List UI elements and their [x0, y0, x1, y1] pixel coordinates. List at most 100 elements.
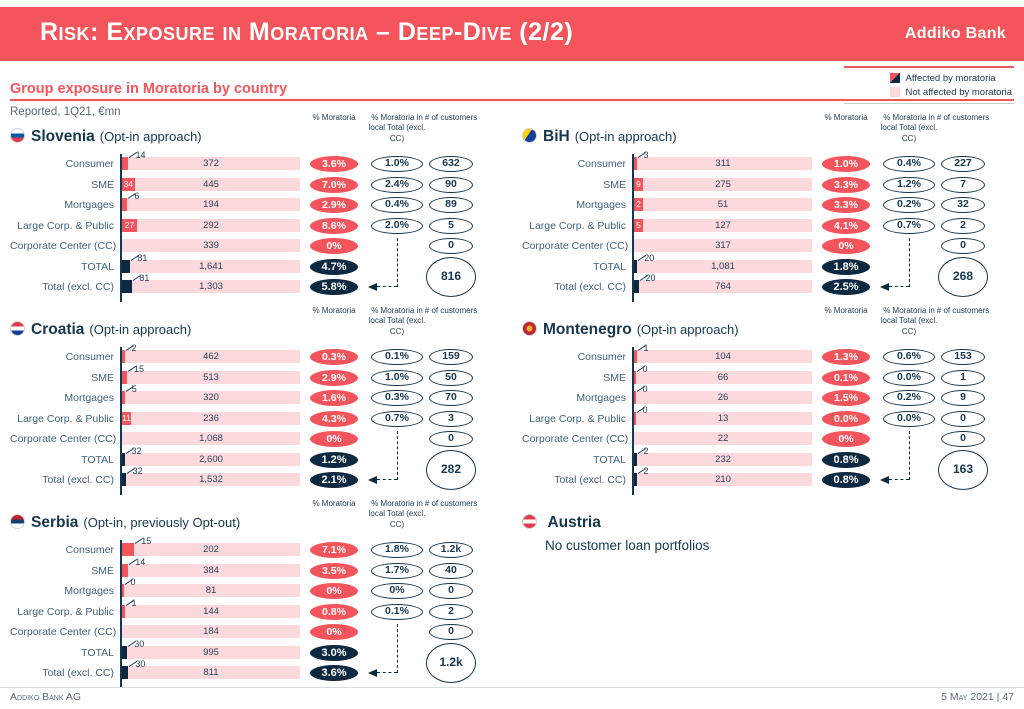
row-sme: SME 384 14 3.5% 1.7% 40	[10, 557, 502, 582]
bar-total	[634, 391, 812, 404]
customers-badge: 227	[941, 156, 985, 172]
row-mortgages: Mortgages 194 6 2.9% 0.4% 89	[10, 191, 502, 216]
customers-badge: 153	[941, 349, 985, 365]
bar-affected	[122, 198, 128, 211]
row-label: TOTAL	[81, 260, 114, 273]
pct-moratoria-badge: 7.0%	[310, 176, 358, 193]
col-header-customers: # of customers	[936, 306, 990, 315]
row-consumer: Consumer 462 2 0.3% 0.1% 159	[10, 343, 502, 368]
bar-total	[634, 157, 812, 170]
bar-affected	[122, 259, 131, 273]
bar-total	[634, 473, 812, 486]
pct-moratoria-badge: 0%	[310, 583, 358, 599]
country-approach: (Opt-in approach)	[636, 322, 739, 337]
bar-affected	[634, 473, 637, 486]
customers-badge: 0	[941, 238, 985, 254]
affected-value: 14	[135, 150, 146, 160]
bar-affected	[122, 280, 133, 293]
bar-affected	[634, 370, 636, 384]
bar-affected: 5	[634, 218, 643, 232]
affected-value: 30	[135, 659, 146, 669]
bar-affected: 34	[122, 177, 135, 191]
bar-total-value: 13	[717, 412, 729, 424]
bar-affected	[122, 350, 125, 363]
pct-moratoria-badge: 0%	[310, 238, 358, 254]
bar-affected	[634, 280, 639, 293]
affected-value: 2	[643, 466, 649, 476]
affected-value: 34	[123, 178, 134, 189]
row-label: Consumer	[577, 351, 626, 363]
bar-total	[122, 177, 300, 191]
bar-affected	[122, 584, 124, 597]
pct-local-badge: 0.2%	[883, 390, 935, 406]
row-corporate-center-cc: Corporate Center (CC) 317 0% 0	[522, 236, 1014, 257]
row-label: Large Corp. & Public	[17, 219, 114, 232]
row-consumer: Consumer 311 3 1.0% 0.4% 227	[522, 150, 1014, 175]
row-label: SME	[603, 178, 626, 191]
affected-value: 32	[131, 445, 142, 456]
section-title: Group exposure in Moratoria by country	[10, 81, 288, 97]
customers-badge: 50	[429, 369, 473, 386]
bar-total	[122, 543, 300, 556]
row-sme: SME 513 15 2.9% 1.0% 50	[10, 364, 502, 389]
pct-moratoria-badge: 3.6%	[310, 665, 358, 681]
col-header-pct-local-total: % Moratoria in local Total (excl. CC)	[880, 113, 938, 143]
customers-badge: 90	[429, 176, 473, 193]
customers-badge: 632	[429, 156, 473, 172]
affected-value: 0	[130, 577, 136, 587]
bar-total-value: 51	[717, 199, 729, 210]
row-consumer: Consumer 104 1 1.3% 0.6% 153	[522, 343, 1014, 368]
affected-value: 1	[643, 343, 649, 353]
row-label: SME	[603, 371, 626, 384]
row-total-excl-cc: Total (excl. CC) 210 2 0.8%	[522, 466, 1014, 491]
row-large-corp-public: Large Corp. & Public 292 27 8.6% 2.0% 5	[10, 216, 502, 237]
connector-dashed-line	[377, 672, 397, 673]
bar-total-value: 81	[205, 585, 217, 596]
customers-badge: 7	[941, 176, 985, 193]
pct-moratoria-badge: 0.1%	[822, 369, 870, 386]
bar-total	[634, 411, 812, 425]
pct-moratoria-badge: 1.0%	[822, 156, 870, 172]
row-label: Corporate Center (CC)	[522, 433, 629, 445]
bar-total-value: 372	[203, 158, 219, 169]
pct-local-badge: 0.0%	[883, 410, 935, 427]
bar-affected	[634, 391, 636, 404]
pct-local-badge: 0.7%	[883, 217, 935, 234]
legend-label: Not affected by moratoria	[905, 86, 1013, 98]
col-header-customers: # of customers	[936, 113, 990, 122]
pct-local-badge: 2.0%	[371, 217, 423, 234]
bar-total	[634, 280, 812, 293]
col-header-pct-moratoria: % Moratoria	[312, 499, 356, 508]
pct-moratoria-badge: 4.3%	[310, 410, 358, 427]
affected-value: 2	[131, 343, 137, 353]
pct-local-badge: 0.0%	[883, 369, 935, 386]
row-label: Mortgages	[64, 199, 114, 211]
croatia-flag-icon	[10, 321, 25, 336]
row-label: Total (excl. CC)	[554, 474, 626, 486]
pct-moratoria-badge: 0%	[822, 431, 870, 447]
customers-badge: 5	[429, 217, 473, 234]
pct-local-badge: 0.3%	[371, 390, 423, 406]
affected-value: 5	[636, 219, 641, 230]
pct-moratoria-badge: 0.3%	[310, 349, 358, 365]
row-label: Large Corp. & Public	[529, 219, 626, 232]
bar-affected	[122, 452, 125, 466]
bar-affected	[634, 411, 636, 425]
row-total: TOTAL 2,600 32 1.2%	[10, 446, 502, 471]
bar-total	[122, 563, 300, 577]
row-label: Total (excl. CC)	[42, 667, 114, 679]
pct-moratoria-badge: 2.9%	[310, 197, 358, 213]
axis-line	[632, 154, 634, 302]
row-label: Total (excl. CC)	[42, 281, 114, 293]
slide-title: Risk: Exposure in Moratoria – Deep-Dive …	[40, 18, 574, 46]
country-slovenia: % Moratoria % Moratoria in local Total (e…	[10, 112, 502, 305]
bar-total	[634, 259, 812, 273]
bar-total	[634, 350, 812, 363]
row-label: Mortgages	[576, 392, 626, 404]
bar-total-value: 764	[715, 281, 731, 292]
country-title: BiH (Opt-in approach)	[522, 128, 677, 146]
bar-affected	[634, 350, 637, 363]
subtitle: Reported, 1Q21, €mn	[10, 106, 121, 118]
pct-local-badge: 1.2%	[883, 176, 935, 193]
row-label: TOTAL	[593, 260, 626, 273]
